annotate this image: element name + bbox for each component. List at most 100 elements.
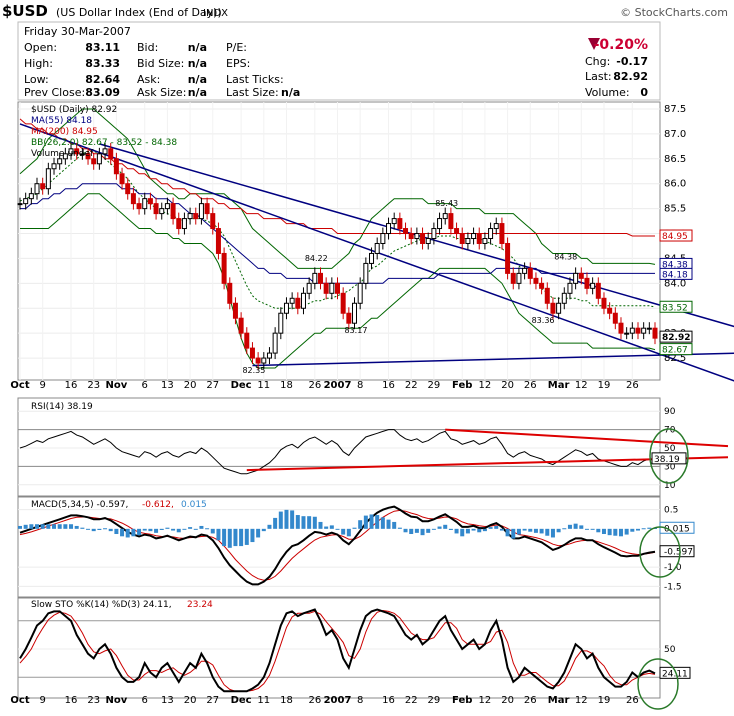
price-tick-label: 86.5	[664, 154, 686, 165]
bid-label: Bid:	[137, 41, 158, 54]
price-value-label: 83.52	[662, 303, 688, 313]
macd-histogram-bar	[142, 528, 147, 531]
price-panel	[17, 101, 661, 381]
macd-histogram-bar	[335, 528, 340, 530]
candle-body	[425, 238, 431, 244]
macd-histogram-bar	[295, 515, 300, 529]
x-tick-label: Mar	[548, 380, 570, 391]
pe-label: P/E:	[226, 41, 247, 54]
volume-label: Volume:	[585, 86, 630, 99]
price-annotation: 84.38	[554, 252, 577, 261]
macd-histogram-bar	[278, 511, 283, 529]
macd-histogram-bar	[108, 528, 113, 532]
bid-value: n/a	[188, 41, 207, 54]
candle-body	[289, 297, 295, 304]
macd-histogram-bar	[573, 523, 578, 529]
rsi-tick-label: 70	[664, 426, 676, 436]
macd-panel	[17, 496, 661, 598]
candle-body	[295, 297, 301, 309]
candle-body	[283, 302, 289, 314]
bb-middle-line	[19, 150, 656, 309]
price-legend-entry: Volume undef	[31, 149, 94, 159]
macd-histogram-bar	[154, 528, 159, 533]
macd-value-box	[659, 545, 695, 558]
x-tick-label: 6	[142, 380, 148, 391]
candle-body	[62, 153, 68, 160]
macd-histogram-bar	[482, 528, 487, 532]
macd-histogram-bar	[193, 528, 198, 530]
sto-panel	[17, 597, 661, 699]
candle-body	[624, 332, 630, 335]
candle-body	[573, 272, 579, 284]
candle-body	[181, 218, 187, 230]
high-value: 83.33	[85, 57, 120, 70]
bb-lower-line	[20, 193, 656, 369]
x-tick-label: Feb	[452, 695, 472, 706]
macd-tick-label: 0.5	[664, 506, 678, 516]
percent-change: -0.20%	[594, 37, 648, 53]
macd-histogram-bar	[516, 528, 521, 535]
candle-body	[232, 302, 238, 319]
candle-body	[505, 242, 511, 274]
eps-label: EPS:	[226, 57, 250, 70]
sto-highlight-circle	[637, 658, 679, 710]
x-tick-label: 29	[428, 695, 441, 706]
candle-body	[646, 327, 652, 330]
macd-histogram-bar	[460, 528, 465, 537]
upper-trend-line	[99, 143, 734, 328]
x-tick-label: 13	[161, 695, 174, 706]
macd-histogram-bar	[250, 528, 255, 543]
macd-histogram-bar	[397, 527, 402, 529]
x-tick-label: 11	[257, 695, 270, 706]
macd-histogram-bar	[205, 528, 210, 530]
candle-body	[403, 228, 409, 235]
rsi-value-box	[651, 452, 687, 465]
candle-body	[635, 327, 641, 334]
candle-body	[198, 203, 204, 220]
macd-histogram-bar	[137, 528, 142, 536]
candle-body	[340, 292, 346, 314]
candle-body	[108, 148, 114, 160]
macd-histogram-bar	[329, 525, 334, 529]
macd-histogram-bar	[120, 528, 125, 537]
macd-histogram-bar	[414, 528, 419, 533]
candle-body	[68, 148, 74, 155]
candle-body	[57, 158, 63, 165]
macd-histogram-bar	[227, 528, 232, 548]
candle-body	[34, 183, 40, 195]
macd-histogram-bar	[216, 528, 221, 541]
rsi-tick-label: 10	[664, 481, 676, 491]
chg-label: Chg:	[585, 55, 610, 68]
x-tick-label: 26	[626, 695, 639, 706]
macd-histogram-bar	[545, 528, 550, 536]
candle-body	[85, 153, 91, 160]
x-tick-label: 2007	[324, 380, 352, 391]
candle-body	[147, 198, 153, 205]
volume-value: 0	[640, 86, 648, 99]
candle-body	[527, 267, 533, 279]
macd-histogram-bar	[647, 527, 652, 529]
x-tick-label: Oct	[10, 695, 29, 706]
candle-body	[561, 292, 567, 304]
open-label: Open:	[24, 41, 57, 54]
rsi-legend: RSI(14) 38.19	[31, 402, 93, 412]
x-tick-label: 12	[479, 695, 492, 706]
exchange: INDX	[203, 8, 228, 19]
candle-body	[465, 238, 471, 244]
candle-body	[317, 272, 323, 284]
macd-histogram-bar	[46, 524, 51, 529]
candle-body	[488, 228, 494, 240]
description: (US Dollar Index (End of Day))	[56, 6, 222, 19]
x-tick-label: 26	[308, 380, 321, 391]
low-label: Low:	[24, 73, 49, 86]
price-legend-entry: $USD (Daily) 82.92	[31, 105, 117, 115]
sto-d-line	[19, 609, 656, 692]
rsi-line	[19, 429, 655, 475]
macd-histogram-bar	[499, 528, 504, 531]
rsi-support-line	[246, 456, 729, 472]
x-tick-label: 22	[405, 695, 418, 706]
macd-histogram-bar	[148, 528, 153, 532]
x-tick-label: 9	[39, 380, 45, 391]
